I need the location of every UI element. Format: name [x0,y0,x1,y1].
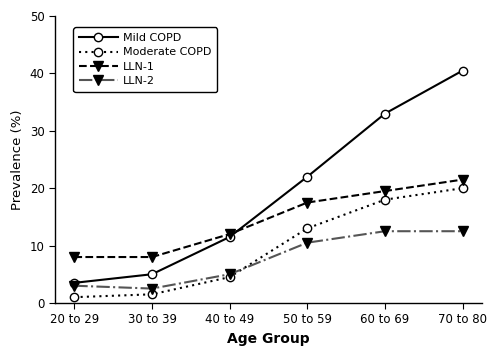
Mild COPD [382,111,388,116]
Mild COPD [72,281,78,285]
Mild COPD [304,175,310,179]
Mild COPD [149,272,155,276]
Mild COPD [460,69,466,73]
Moderate COPD [460,186,466,190]
Mild COPD [226,235,232,239]
Moderate COPD [72,295,78,299]
Moderate COPD [226,275,232,279]
X-axis label: Age Group: Age Group [227,332,310,346]
Line: Moderate COPD: Moderate COPD [70,184,467,301]
LLN-1 [149,255,155,259]
Line: Mild COPD: Mild COPD [70,66,467,287]
LLN-2 [382,229,388,233]
LLN-2 [226,272,232,276]
LLN-1 [460,177,466,182]
Moderate COPD [382,197,388,202]
LLN-2 [460,229,466,233]
Line: LLN-1: LLN-1 [70,175,468,262]
Moderate COPD [149,292,155,296]
Legend: Mild COPD, Moderate COPD, LLN-1, LLN-2: Mild COPD, Moderate COPD, LLN-1, LLN-2 [74,27,218,92]
LLN-1 [72,255,78,259]
LLN-2 [72,283,78,288]
Line: LLN-2: LLN-2 [70,226,468,293]
LLN-1 [226,232,232,236]
LLN-2 [149,286,155,291]
LLN-1 [304,200,310,205]
Y-axis label: Prevalence (%): Prevalence (%) [11,109,24,210]
Moderate COPD [304,226,310,231]
LLN-2 [304,241,310,245]
LLN-1 [382,189,388,193]
